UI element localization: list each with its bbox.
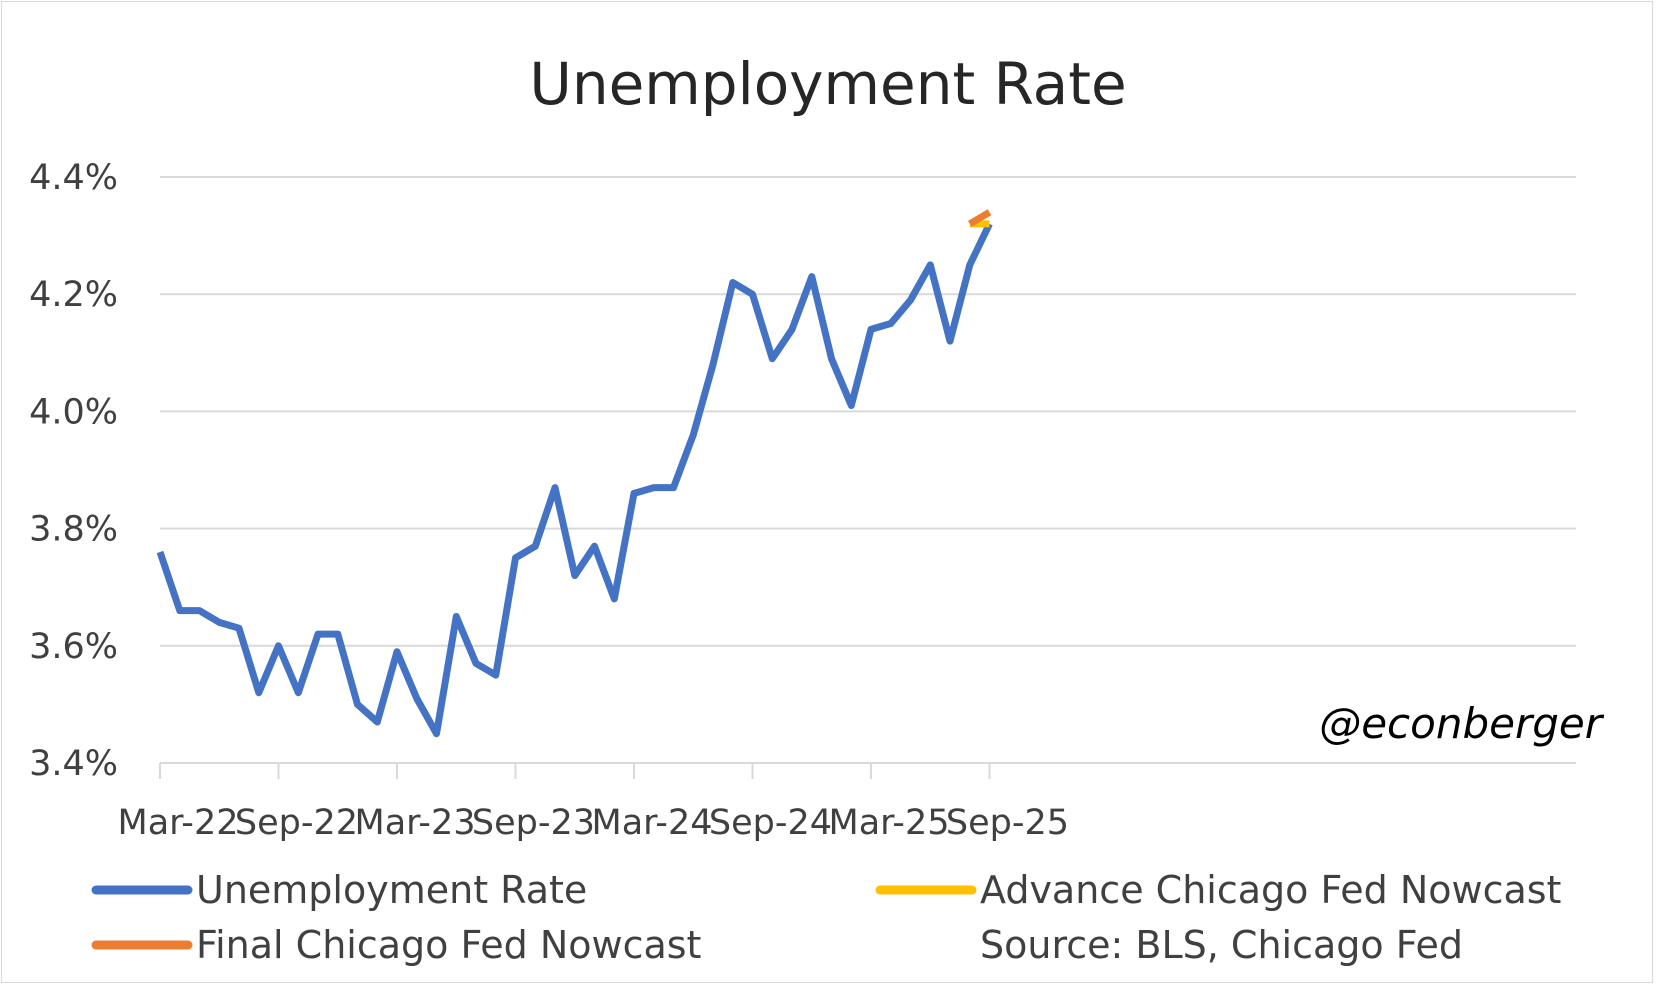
x-tick-label: Mar-22 — [118, 803, 239, 843]
x-tick-label: Mar-23 — [355, 803, 476, 843]
legend-item-advance-nowcast: Advance Chicago Fed Nowcast — [875, 868, 1561, 912]
chart-title: Unemployment Rate — [529, 50, 1126, 118]
x-tick-label: Mar-24 — [592, 803, 713, 843]
series-lines — [156, 209, 993, 738]
x-tick-label: Sep-23 — [472, 803, 595, 843]
grid-lines — [160, 176, 1576, 647]
y-axis-tick-labels: 3.4% 3.6% 3.8% 4.0% 4.2% 4.4% — [29, 158, 118, 784]
x-axis — [159, 762, 1576, 779]
y-tick-label: 3.8% — [29, 510, 118, 550]
series-line-final-nowcast — [968, 209, 992, 227]
x-tick-label: Sep-25 — [946, 803, 1069, 843]
legend-label: Unemployment Rate — [196, 868, 587, 912]
x-tick-label: Sep-24 — [709, 803, 832, 843]
y-tick-label: 4.2% — [29, 275, 118, 315]
x-axis-tick-labels: Mar-22Sep-22Mar-23Sep-23Mar-24Sep-24Mar-… — [118, 803, 1070, 843]
legend-item-final-nowcast: Final Chicago Fed Nowcast — [91, 923, 701, 967]
y-tick-label: 4.0% — [29, 392, 118, 432]
x-tick-label: Mar-25 — [829, 803, 950, 843]
y-tick-label: 4.4% — [29, 158, 118, 198]
legend-label: Advance Chicago Fed Nowcast — [980, 868, 1561, 912]
source-note: Source: BLS, Chicago Fed — [980, 923, 1463, 967]
watermark-annotation: @econberger — [1319, 699, 1605, 748]
legend-item-unemployment-rate: Unemployment Rate — [91, 868, 587, 912]
legend: Unemployment Rate Advance Chicago Fed Now… — [91, 868, 1561, 967]
legend-label: Final Chicago Fed Nowcast — [196, 923, 701, 967]
series-line-unemployment-rate — [156, 222, 993, 738]
y-tick-label: 3.6% — [29, 627, 118, 667]
x-tick-label: Sep-22 — [235, 803, 358, 843]
y-tick-label: 3.4% — [29, 744, 118, 784]
